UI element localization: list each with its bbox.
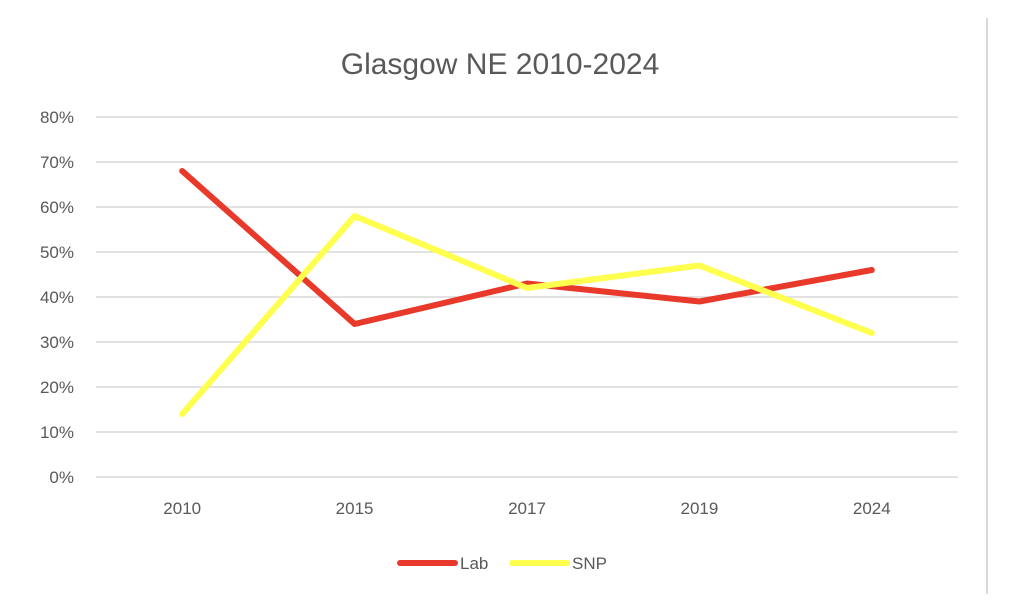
y-tick-label: 30% [40,333,74,352]
x-tick-label: 2024 [853,499,891,518]
y-tick-label: 50% [40,243,74,262]
x-tick-label: 2019 [680,499,718,518]
series-line-lab [179,168,875,327]
x-tick-label: 2017 [508,499,546,518]
y-tick-label: 80% [40,108,74,127]
x-axis-ticks: 2010 2015 2017 2019 2024 [163,499,890,518]
chart-border [986,18,988,594]
y-tick-label: 10% [40,423,74,442]
y-axis-ticks: 0% 10% 20% 30% 40% 50% 60% 70% 80% [40,108,74,487]
y-tick-label: 70% [40,153,74,172]
x-tick-label: 2010 [163,499,201,518]
y-tick-label: 60% [40,198,74,217]
y-tick-label: 20% [40,378,74,397]
series-line-snp [179,213,875,417]
chart-title: Glasgow NE 2010-2024 [341,48,660,81]
x-tick-label: 2015 [336,499,374,518]
series-lines [179,168,875,417]
gridlines [96,116,958,478]
legend-label-snp: SNP [572,554,607,573]
y-tick-label: 0% [49,468,74,487]
legend-label-lab: Lab [460,554,488,573]
y-tick-label: 40% [40,288,74,307]
legend: Lab SNP [397,554,607,573]
